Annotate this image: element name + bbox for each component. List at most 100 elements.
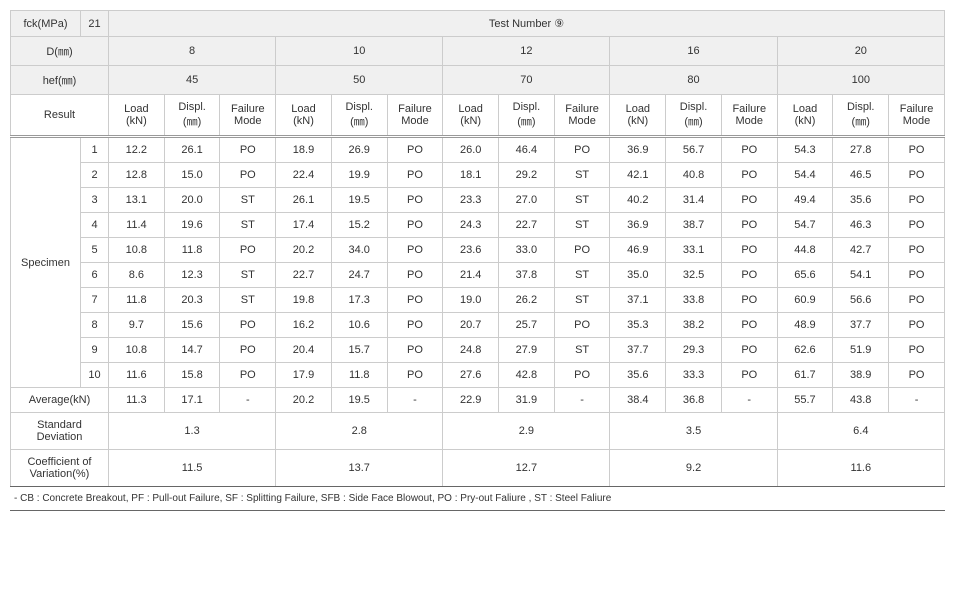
data-cell: 46.3	[833, 213, 889, 238]
col-header: Load (kN)	[443, 95, 499, 137]
specimen-index: 3	[81, 188, 109, 213]
data-cell: PO	[387, 238, 443, 263]
data-cell: 19.0	[443, 288, 499, 313]
data-cell: 24.7	[331, 263, 387, 288]
cov-cell: 11.5	[109, 450, 276, 487]
specimen-index: 10	[81, 363, 109, 388]
average-cell: -	[220, 388, 276, 413]
average-cell: 17.1	[164, 388, 220, 413]
average-cell: -	[889, 388, 945, 413]
std-cell: 2.9	[443, 413, 610, 450]
data-cell: ST	[554, 263, 610, 288]
data-cell: PO	[889, 163, 945, 188]
data-cell: 35.3	[610, 313, 666, 338]
data-cell: 19.5	[331, 188, 387, 213]
data-cell: 46.5	[833, 163, 889, 188]
data-cell: 40.2	[610, 188, 666, 213]
specimen-label: Specimen	[11, 137, 81, 388]
footnote: - CB : Concrete Breakout, PF : Pull-out …	[10, 486, 945, 511]
data-cell: 37.7	[610, 338, 666, 363]
data-cell: 20.7	[443, 313, 499, 338]
data-cell: 18.9	[276, 137, 332, 163]
data-cell: PO	[554, 363, 610, 388]
col-header: Failure Mode	[721, 95, 777, 137]
data-cell: PO	[721, 288, 777, 313]
col-header: Displ. (㎜)	[499, 95, 555, 137]
data-cell: PO	[889, 263, 945, 288]
data-cell: 48.9	[777, 313, 833, 338]
data-cell: 11.4	[109, 213, 165, 238]
data-cell: 21.4	[443, 263, 499, 288]
data-cell: 14.7	[164, 338, 220, 363]
data-cell: 26.0	[443, 137, 499, 163]
data-cell: ST	[554, 213, 610, 238]
fck-label: fck(MPa)	[11, 11, 81, 37]
data-cell: 20.4	[276, 338, 332, 363]
data-cell: 34.0	[331, 238, 387, 263]
data-cell: 24.8	[443, 338, 499, 363]
hef-value: 50	[276, 66, 443, 95]
data-cell: ST	[554, 163, 610, 188]
data-cell: 37.1	[610, 288, 666, 313]
data-cell: 24.3	[443, 213, 499, 238]
col-header: Displ. (㎜)	[666, 95, 722, 137]
data-cell: PO	[387, 213, 443, 238]
average-cell: 43.8	[833, 388, 889, 413]
data-cell: 38.2	[666, 313, 722, 338]
data-cell: 40.8	[666, 163, 722, 188]
data-cell: ST	[554, 288, 610, 313]
specimen-index: 5	[81, 238, 109, 263]
data-cell: 60.9	[777, 288, 833, 313]
data-cell: 17.4	[276, 213, 332, 238]
data-cell: 32.5	[666, 263, 722, 288]
data-cell: PO	[721, 313, 777, 338]
data-cell: 56.6	[833, 288, 889, 313]
data-cell: PO	[220, 163, 276, 188]
col-header: Failure Mode	[889, 95, 945, 137]
hef-value: 100	[777, 66, 944, 95]
d-value: 12	[443, 37, 610, 66]
data-cell: PO	[889, 213, 945, 238]
d-value: 8	[109, 37, 276, 66]
col-header: Load (kN)	[777, 95, 833, 137]
specimen-index: 7	[81, 288, 109, 313]
data-cell: 26.1	[276, 188, 332, 213]
data-cell: 33.8	[666, 288, 722, 313]
cov-cell: 11.6	[777, 450, 944, 487]
data-cell: 33.3	[666, 363, 722, 388]
data-cell: PO	[889, 288, 945, 313]
data-cell: PO	[554, 313, 610, 338]
data-cell: PO	[721, 338, 777, 363]
data-cell: 42.8	[499, 363, 555, 388]
d-value: 10	[276, 37, 443, 66]
data-cell: 36.9	[610, 213, 666, 238]
data-cell: 17.9	[276, 363, 332, 388]
data-cell: PO	[889, 363, 945, 388]
data-cell: 54.4	[777, 163, 833, 188]
data-cell: 20.2	[276, 238, 332, 263]
col-header: Failure Mode	[220, 95, 276, 137]
data-cell: 12.8	[109, 163, 165, 188]
data-cell: 16.2	[276, 313, 332, 338]
col-header: Load (kN)	[276, 95, 332, 137]
data-cell: 11.8	[164, 238, 220, 263]
data-cell: PO	[554, 137, 610, 163]
data-cell: 27.0	[499, 188, 555, 213]
data-cell: 15.6	[164, 313, 220, 338]
data-cell: 33.1	[666, 238, 722, 263]
data-cell: 15.0	[164, 163, 220, 188]
data-cell: 33.0	[499, 238, 555, 263]
cov-cell: 12.7	[443, 450, 610, 487]
hef-value: 80	[610, 66, 777, 95]
results-table: fck(MPa) 21 Test Number ⑨ D(㎜) 8 10 12 1…	[10, 10, 945, 487]
col-header: Load (kN)	[610, 95, 666, 137]
test-number-label: Test Number ⑨	[109, 11, 945, 37]
data-cell: ST	[220, 188, 276, 213]
data-cell: PO	[220, 363, 276, 388]
cov-label: Coefficient of Variation(%)	[11, 450, 109, 487]
data-cell: 35.6	[833, 188, 889, 213]
specimen-index: 2	[81, 163, 109, 188]
data-cell: 31.4	[666, 188, 722, 213]
data-cell: 11.6	[109, 363, 165, 388]
data-cell: PO	[889, 313, 945, 338]
